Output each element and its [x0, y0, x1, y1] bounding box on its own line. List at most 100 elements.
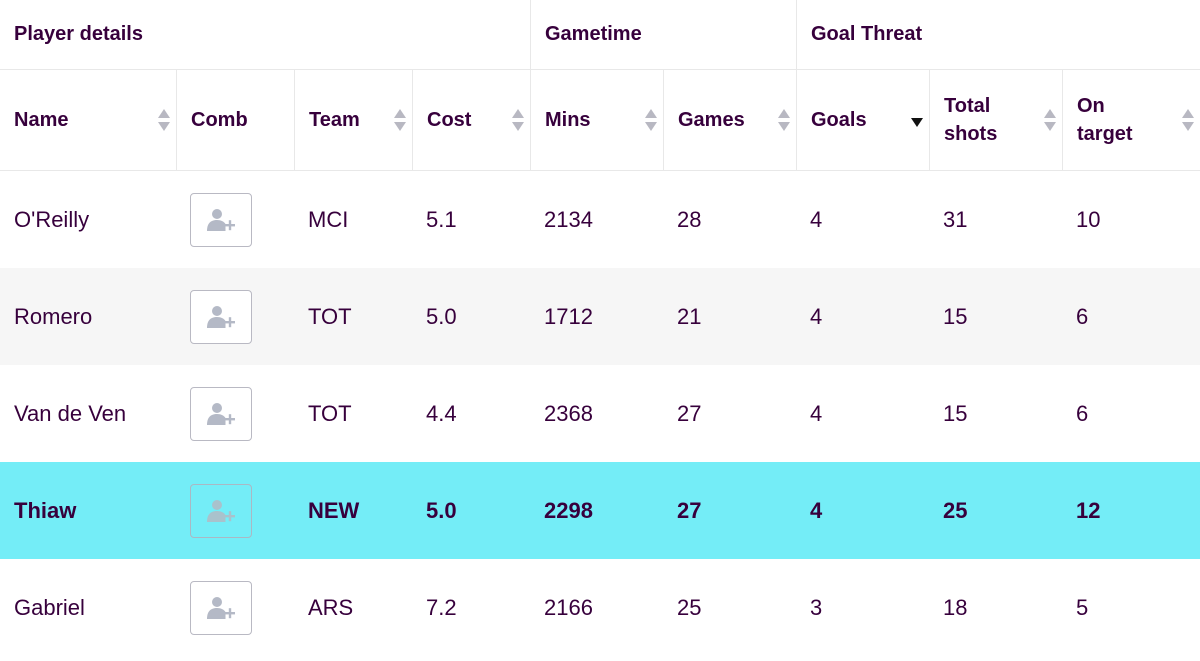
add-to-comb-button[interactable]	[190, 580, 252, 635]
group-label: Goal Threat	[811, 23, 923, 45]
cell-mins: 2134	[530, 171, 663, 268]
sort-icon[interactable]	[778, 108, 790, 132]
cell-team: TOT	[294, 268, 412, 365]
cost-value: 4.4	[426, 400, 457, 426]
add-to-comb-button[interactable]	[190, 483, 252, 538]
column-header-label: Comb	[191, 109, 248, 131]
column-header-on-target[interactable]: On target	[1062, 70, 1200, 171]
column-header-team[interactable]: Team	[294, 70, 412, 171]
games-value: 27	[677, 497, 702, 523]
add-to-comb-button[interactable]	[190, 386, 252, 441]
team-value: NEW	[308, 497, 360, 523]
name-value: Gabriel	[14, 594, 85, 620]
team-value: TOT	[308, 303, 352, 329]
total-shots-value: 15	[943, 303, 968, 329]
column-header-goals[interactable]: Goals	[796, 70, 929, 171]
sort-icon[interactable]	[158, 108, 170, 132]
goals-value: 4	[810, 303, 823, 329]
add-to-comb-button[interactable]	[190, 289, 252, 344]
column-header-games[interactable]: Games	[663, 70, 796, 171]
sort-icon[interactable]	[1044, 108, 1056, 132]
cost-value: 5.1	[426, 206, 457, 232]
sort-icon[interactable]	[394, 108, 406, 132]
column-header-label: Cost	[427, 109, 472, 131]
games-value: 25	[677, 594, 702, 620]
cell-mins: 1712	[530, 268, 663, 365]
cell-comb	[176, 171, 294, 268]
cell-comb	[176, 365, 294, 462]
cell-games: 21	[663, 268, 796, 365]
cell-total-shots: 18	[929, 559, 1062, 656]
team-value: TOT	[308, 400, 352, 426]
column-header-label: On target	[1077, 95, 1133, 145]
cell-games: 28	[663, 171, 796, 268]
sort-icon[interactable]	[911, 108, 923, 132]
sort-icon[interactable]	[645, 108, 657, 132]
mins-value: 2298	[544, 497, 593, 523]
cell-team: NEW	[294, 462, 412, 559]
cost-value: 5.0	[426, 497, 457, 523]
cell-on-target: 5	[1062, 559, 1200, 656]
add-to-comb-button[interactable]	[190, 192, 252, 247]
cell-comb	[176, 462, 294, 559]
cell-mins: 2166	[530, 559, 663, 656]
group-header-goal-threat: Goal Threat	[796, 0, 1200, 70]
cell-total-shots: 25	[929, 462, 1062, 559]
goals-value: 4	[810, 206, 823, 232]
cell-on-target: 6	[1062, 365, 1200, 462]
cell-mins: 2298	[530, 462, 663, 559]
total-shots-value: 25	[943, 497, 968, 523]
mins-value: 2134	[544, 206, 593, 232]
cell-comb	[176, 268, 294, 365]
cell-total-shots: 15	[929, 365, 1062, 462]
games-value: 28	[677, 206, 702, 232]
add-user-icon	[207, 499, 235, 522]
column-header-total-shots[interactable]: Total shots	[929, 70, 1062, 171]
mins-value: 2368	[544, 400, 593, 426]
cell-cost: 4.4	[412, 365, 530, 462]
goals-value: 4	[810, 400, 823, 426]
group-label: Player details	[14, 23, 143, 45]
group-header-gametime: Gametime	[530, 0, 796, 70]
on-target-value: 6	[1076, 303, 1089, 329]
cell-name: O'Reilly	[0, 171, 176, 268]
cell-mins: 2368	[530, 365, 663, 462]
add-user-icon	[207, 402, 235, 425]
cell-goals: 4	[796, 171, 929, 268]
add-user-icon	[207, 596, 235, 619]
sort-icon[interactable]	[1182, 108, 1194, 132]
column-header-name[interactable]: Name	[0, 70, 176, 171]
mins-value: 1712	[544, 303, 593, 329]
cell-on-target: 6	[1062, 268, 1200, 365]
name-value: Van de Ven	[14, 400, 127, 426]
cost-value: 7.2	[426, 594, 457, 620]
column-header-label: Team	[309, 109, 360, 131]
column-header-mins[interactable]: Mins	[530, 70, 663, 171]
cell-team: MCI	[294, 171, 412, 268]
column-header-label: Name	[14, 109, 69, 131]
mins-value: 2166	[544, 594, 593, 620]
add-user-icon	[207, 208, 235, 231]
group-header-player-details: Player details	[0, 0, 530, 70]
name-value: Romero	[14, 303, 93, 329]
total-shots-value: 31	[943, 206, 968, 232]
games-value: 27	[677, 400, 702, 426]
cell-games: 27	[663, 365, 796, 462]
column-header-label: Total shots	[944, 95, 998, 145]
on-target-value: 6	[1076, 400, 1089, 426]
cell-goals: 3	[796, 559, 929, 656]
cell-cost: 5.1	[412, 171, 530, 268]
cell-team: TOT	[294, 365, 412, 462]
cell-on-target: 12	[1062, 462, 1200, 559]
column-header-cost[interactable]: Cost	[412, 70, 530, 171]
cell-goals: 4	[796, 462, 929, 559]
column-header-label: Goals	[811, 109, 867, 131]
sort-icon[interactable]	[512, 108, 524, 132]
column-header-comb: Comb	[176, 70, 294, 171]
cell-team: ARS	[294, 559, 412, 656]
cell-goals: 4	[796, 268, 929, 365]
cell-cost: 7.2	[412, 559, 530, 656]
cell-on-target: 10	[1062, 171, 1200, 268]
total-shots-value: 15	[943, 400, 968, 426]
